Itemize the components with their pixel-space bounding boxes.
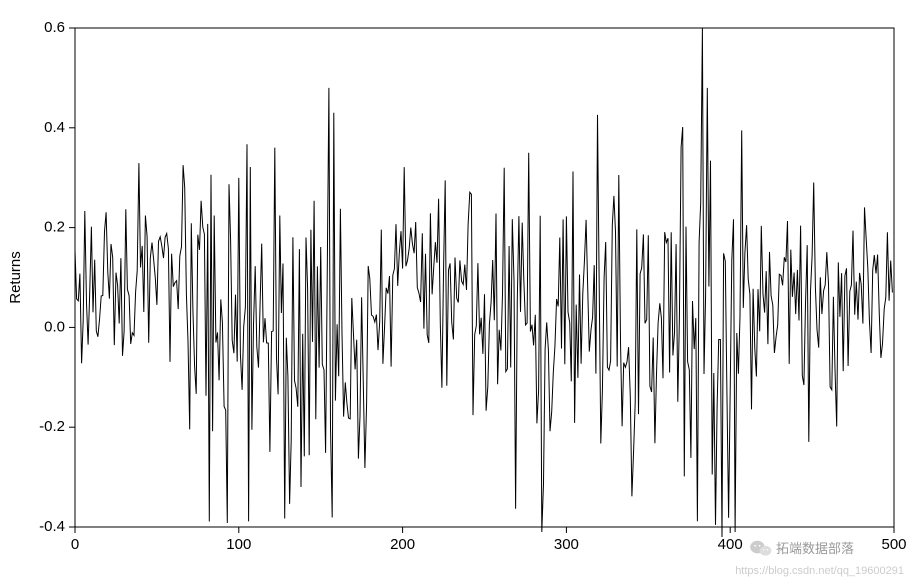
- svg-text:100: 100: [226, 536, 251, 553]
- svg-text:0: 0: [71, 536, 79, 553]
- watermark-text: https://blog.csdn.net/qq_19600291: [735, 565, 904, 577]
- svg-text:200: 200: [390, 536, 415, 553]
- svg-text:400: 400: [718, 536, 743, 553]
- svg-text:-0.4: -0.4: [39, 518, 65, 535]
- returns-chart: -0.4 -0.2 0.0 0.2 0.4 0.6 0 100 200 300 400 500 Retu…: [0, 0, 924, 587]
- svg-text:-0.2: -0.2: [39, 418, 65, 435]
- svg-text:300: 300: [554, 536, 579, 553]
- wechat-icon: [750, 539, 772, 557]
- svg-text:0.0: 0.0: [44, 318, 65, 335]
- svg-text:Returns: Returns: [7, 251, 24, 304]
- footer-brand: 拓端数据部落: [750, 538, 854, 557]
- brand-text: 拓端数据部落: [776, 538, 854, 557]
- svg-text:0.4: 0.4: [44, 119, 65, 136]
- svg-text:0.2: 0.2: [44, 219, 65, 236]
- svg-text:0.6: 0.6: [44, 19, 65, 36]
- chart-svg: -0.4 -0.2 0.0 0.2 0.4 0.6 0 100 200 300 400 500 Retu…: [0, 0, 924, 587]
- svg-text:500: 500: [881, 536, 906, 553]
